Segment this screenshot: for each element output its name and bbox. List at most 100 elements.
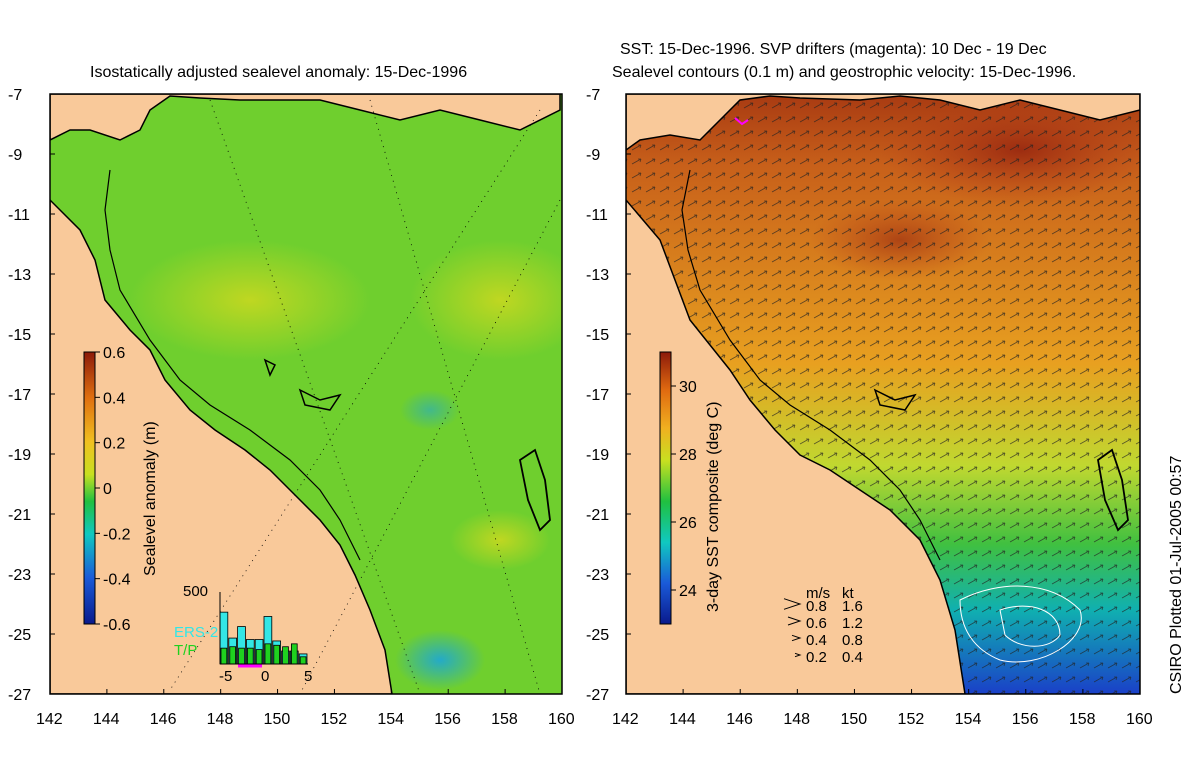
right-panel-title-line2: Sealevel contours (0.1 m) and geostrophi…	[612, 64, 1077, 81]
lat-tick-label: -11	[586, 207, 608, 224]
colorbar-tick-label: -0.6	[103, 617, 131, 634]
lat-tick-label: -25	[8, 627, 31, 644]
velocity-legend-ms: 0.2	[806, 649, 827, 666]
drifter-track	[734, 117, 749, 126]
lat-tick-label: -27	[586, 687, 609, 704]
velocity-legend-kt: 1.2	[842, 615, 863, 632]
colorbar-tick-label: 26	[679, 515, 697, 532]
histogram-bar-tp	[229, 646, 237, 665]
velocity-legend-arrow	[787, 616, 802, 626]
histogram-bar-tp	[264, 643, 272, 665]
histogram-bar-tp	[238, 647, 245, 665]
sla-high-blob	[410, 240, 562, 360]
island	[1097, 448, 1129, 532]
lon-tick-label: 154	[377, 711, 404, 728]
lon-tick-label: 152	[898, 711, 925, 728]
velocity-legend-header-kt: kt	[842, 585, 855, 602]
right-colorbar-label: 3-day SST composite (deg C)	[705, 401, 722, 612]
lon-tick-label: 148	[783, 711, 810, 728]
lat-tick-label: -17	[8, 387, 31, 404]
histogram-bar-tp	[255, 649, 263, 665]
lat-tick-label: -9	[8, 147, 22, 164]
land-australia	[50, 198, 393, 694]
altimeter-track	[169, 109, 541, 691]
left-panel-title: Isostatically adjusted sealevel anomaly:…	[90, 64, 468, 81]
lat-tick-label: -19	[586, 447, 609, 464]
sla-low-blob	[400, 390, 460, 430]
colorbar-tick-label: 0.2	[103, 436, 125, 453]
lat-tick-label: -25	[586, 627, 609, 644]
lon-tick-label: 148	[207, 711, 234, 728]
left-colorbar	[83, 351, 96, 625]
colorbar-tick-label: -0.2	[103, 526, 131, 543]
land-new-guinea	[626, 94, 1140, 151]
lat-tick-label: -11	[8, 207, 30, 224]
lon-tick-label: 160	[1126, 711, 1153, 728]
lon-tick-label: 156	[434, 711, 461, 728]
histogram-x-tick: 0	[261, 668, 269, 685]
island	[518, 448, 551, 532]
altimeter-track	[369, 99, 541, 694]
right-map	[626, 94, 1140, 694]
right-panel-title-line1: SST: 15-Dec-1996. SVP drifters (magenta)…	[620, 41, 1047, 58]
lat-tick-label: -9	[586, 147, 600, 164]
credit-label: CSIRO Plotted 01-Jul-2005 00:57	[1168, 455, 1185, 694]
sla-high-blob	[450, 510, 550, 570]
legend-ers2: ERS-2	[174, 624, 218, 641]
lon-tick-label: 160	[548, 711, 575, 728]
lat-tick-label: -19	[8, 447, 31, 464]
histogram-bar-tp	[299, 656, 307, 665]
colorbar-tick-label: 28	[679, 447, 697, 464]
colorbar-tick-label: 24	[679, 583, 697, 600]
right-colorbar	[659, 351, 672, 625]
lat-tick-label: -7	[8, 87, 22, 104]
velocity-legend-ms: 0.4	[806, 632, 827, 649]
lon-tick-label: 154	[955, 711, 982, 728]
lon-tick-label: 156	[1012, 711, 1039, 728]
velocity-legend-header-ms: m/s	[806, 585, 830, 602]
sla-low-blob	[395, 630, 485, 690]
histogram-max-label: 500	[183, 583, 208, 600]
lon-tick-label: 146	[726, 711, 753, 728]
lat-tick-label: -15	[8, 327, 31, 344]
histogram-x-tick: 5	[304, 668, 312, 685]
lat-tick-label: -21	[586, 507, 609, 524]
left-colorbar-ticks: 0.6 0.4 0.2 0 -0.2 -0.4 -0.6	[95, 345, 131, 634]
lat-tick-label: -13	[586, 267, 609, 284]
histogram-bar-tp	[282, 646, 289, 665]
velocity-legend-ms: 0.6	[806, 615, 827, 632]
lat-tick-label: -13	[8, 267, 31, 284]
histogram-bar-tp	[220, 647, 228, 665]
velocity-legend-kt: 0.8	[842, 632, 863, 649]
lon-tick-label: 144	[669, 711, 696, 728]
lat-tick-label: -17	[586, 387, 609, 404]
colorbar-tick-label: 30	[679, 379, 697, 396]
shelf-contour	[681, 169, 941, 561]
sealevel-contour	[959, 585, 1082, 663]
lat-tick-label: -27	[8, 687, 31, 704]
lon-tick-label: 142	[36, 711, 63, 728]
colorbar-tick-label: 0	[103, 481, 112, 498]
sealevel-contour	[999, 605, 1061, 647]
velocity-legend-kt: 1.6	[842, 598, 863, 615]
land-australia	[626, 198, 966, 694]
lon-tick-label: 142	[612, 711, 639, 728]
reef	[263, 358, 277, 377]
right-colorbar-ticks: 30 28 26 24	[671, 379, 697, 600]
lat-tick-label: -23	[586, 567, 609, 584]
velocity-legend-arrows	[783, 598, 802, 658]
colorbar-tick-label: -0.4	[103, 572, 131, 589]
histogram-inset	[219, 592, 308, 668]
velocity-legend-arrow	[791, 634, 802, 642]
reef	[873, 388, 917, 411]
shelf-contour	[104, 169, 361, 561]
land-new-guinea	[50, 94, 561, 141]
sla-high-blob	[130, 240, 370, 360]
reef	[298, 388, 342, 411]
lat-tick-label: -21	[8, 507, 31, 524]
histogram-bar-tp	[246, 647, 254, 665]
lat-tick-label: -7	[586, 87, 600, 104]
histogram-bar-tp	[273, 644, 280, 665]
